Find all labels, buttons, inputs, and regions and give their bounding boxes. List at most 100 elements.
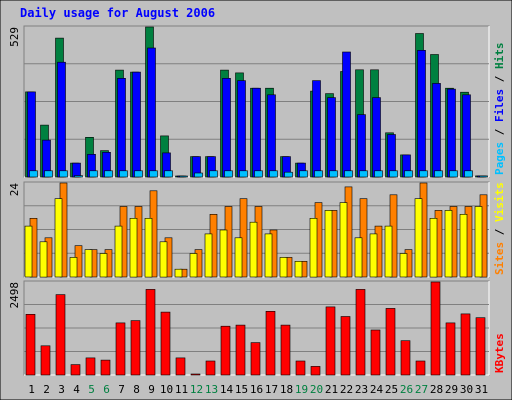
bar-files-day-4 xyxy=(72,162,81,178)
x-tick-label: 11 xyxy=(175,383,188,396)
bar-pages-day-25 xyxy=(389,170,398,178)
bar-files-day-29 xyxy=(447,88,456,178)
bar-files-day-20 xyxy=(312,80,321,178)
bar-files-day-28 xyxy=(432,83,441,178)
bar-kbytes-day-29 xyxy=(445,322,456,376)
x-tick-label: 22 xyxy=(340,383,353,396)
bar-kbytes-day-20 xyxy=(310,366,321,376)
x-tick-label: 5 xyxy=(88,383,95,396)
panel-max-label: 24 xyxy=(8,183,21,197)
x-tick-label: 17 xyxy=(265,383,278,396)
bar-pages-day-29 xyxy=(449,170,458,178)
bar-pages-day-20 xyxy=(314,170,323,178)
x-tick-label: 1 xyxy=(28,383,35,396)
x-tick-label: 21 xyxy=(325,383,338,396)
side-label-separator: / xyxy=(493,222,506,242)
bar-pages-day-9 xyxy=(149,170,158,178)
bar-pages-day-30 xyxy=(464,170,473,178)
bar-sites-day-29 xyxy=(444,210,453,278)
side-label-hits: Hits xyxy=(493,43,506,70)
bar-kbytes-day-12 xyxy=(190,373,201,376)
bar-sites-day-4 xyxy=(69,257,78,278)
bar-files-day-17 xyxy=(267,94,276,178)
bar-pages-day-27 xyxy=(419,170,428,178)
bar-kbytes-day-25 xyxy=(385,308,396,376)
bar-kbytes-day-30 xyxy=(460,313,471,376)
bar-pages-day-1 xyxy=(29,170,38,178)
x-tick-label: 13 xyxy=(205,383,218,396)
bar-kbytes-day-9 xyxy=(145,289,156,376)
side-label-visits: Visits xyxy=(493,182,506,222)
x-tick-label: 16 xyxy=(250,383,263,396)
bar-sites-day-3 xyxy=(54,198,63,278)
bar-sites-day-7 xyxy=(114,225,123,278)
bar-sites-day-9 xyxy=(144,218,153,278)
x-tick-label: 18 xyxy=(280,383,293,396)
x-tick-label: 6 xyxy=(103,383,110,396)
bar-sites-day-15 xyxy=(234,237,243,278)
x-tick-label: 28 xyxy=(430,383,443,396)
bar-kbytes-day-6 xyxy=(100,359,111,376)
x-tick-label: 14 xyxy=(220,383,234,396)
bar-kbytes-day-2 xyxy=(40,345,51,376)
bar-pages-day-16 xyxy=(254,170,263,178)
bar-pages-day-13 xyxy=(209,170,218,178)
bar-files-day-27 xyxy=(417,49,426,178)
bar-sites-day-30 xyxy=(459,214,468,278)
bar-kbytes-day-16 xyxy=(250,342,261,376)
bar-kbytes-day-18 xyxy=(280,324,291,376)
bar-pages-day-26 xyxy=(404,170,413,178)
x-tick-label: 2 xyxy=(43,383,50,396)
x-tick-label: 3 xyxy=(58,383,65,396)
x-tick-label: 4 xyxy=(73,383,80,396)
bar-sites-day-14 xyxy=(219,229,228,278)
bar-kbytes-day-27 xyxy=(415,360,426,376)
side-label-sites: Sites xyxy=(493,242,506,275)
bar-sites-day-11 xyxy=(174,268,183,278)
panel-side-label: Pages / Files / Hits xyxy=(493,43,506,176)
bar-sites-day-22 xyxy=(339,202,348,278)
bar-sites-day-20 xyxy=(309,218,318,278)
bar-files-day-7 xyxy=(117,78,126,178)
bar-kbytes-day-7 xyxy=(115,322,126,376)
bar-sites-day-13 xyxy=(204,233,213,278)
bar-pages-day-21 xyxy=(329,170,338,178)
panel-max-label: 2498 xyxy=(8,282,21,309)
x-tick-label: 26 xyxy=(400,383,413,396)
bar-sites-day-21 xyxy=(324,210,333,278)
panel-pages-files-hits: 529 Pages / Files / Hits xyxy=(8,25,506,178)
x-tick-label: 8 xyxy=(133,383,140,396)
bar-kbytes-day-4 xyxy=(70,364,81,376)
bar-pages-day-15 xyxy=(239,170,248,178)
bar-kbytes-day-8 xyxy=(130,320,141,376)
bar-kbytes-day-1 xyxy=(25,313,36,376)
bar-sites-day-16 xyxy=(249,221,258,278)
bar-files-day-21 xyxy=(327,97,336,178)
bar-kbytes-day-21 xyxy=(325,306,336,376)
x-tick-label: 24 xyxy=(370,383,384,396)
x-tick-label: 7 xyxy=(118,383,125,396)
bar-pages-day-17 xyxy=(269,170,278,178)
panel-max-label: 529 xyxy=(8,27,21,47)
x-tick-label: 25 xyxy=(385,383,398,396)
side-label-kbytes: KBytes xyxy=(493,333,506,373)
x-tick-label: 12 xyxy=(190,383,203,396)
bar-pages-day-10 xyxy=(164,170,173,178)
bar-files-day-15 xyxy=(237,80,246,178)
bar-files-day-24 xyxy=(372,97,381,178)
panel-side-label: KBytes xyxy=(493,333,506,373)
x-tick-label: 10 xyxy=(160,383,173,396)
bar-kbytes-day-28 xyxy=(430,281,441,376)
side-label-pages: Pages xyxy=(493,142,506,175)
bar-sites-day-28 xyxy=(429,218,438,278)
bar-pages-day-3 xyxy=(59,170,68,178)
bar-pages-day-22 xyxy=(344,170,353,178)
bar-sites-day-31 xyxy=(474,206,483,278)
bar-pages-day-11 xyxy=(179,175,188,178)
x-tick-label: 20 xyxy=(310,383,323,396)
bar-sites-day-10 xyxy=(159,241,168,278)
bar-pages-day-5 xyxy=(89,170,98,178)
bar-kbytes-day-22 xyxy=(340,316,351,376)
side-label-separator: / xyxy=(493,69,506,89)
